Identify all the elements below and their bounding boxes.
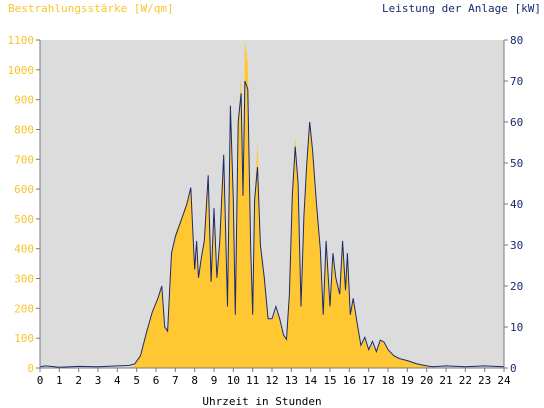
left-axis-title: Bestrahlungsstärke [W/qm] bbox=[8, 2, 174, 15]
x-axis-title: Uhrzeit in Stunden bbox=[202, 395, 321, 408]
x-tick-label: 2 bbox=[75, 374, 82, 387]
x-tick-label: 11 bbox=[246, 374, 259, 387]
x-axis-ticks: 0 1 2 3 4 5 6 7 8 9 10 11 12 13 14 15 16 17 18 19 20 21 22 23 24 bbox=[37, 368, 511, 387]
right-tick-label: 40 bbox=[510, 198, 523, 211]
left-tick-label: 800 bbox=[14, 123, 34, 136]
x-tick-label: 17 bbox=[362, 374, 375, 387]
right-axis-ticks: 0 10 20 30 40 50 60 70 80 bbox=[504, 34, 523, 375]
x-tick-label: 20 bbox=[420, 374, 433, 387]
left-tick-label: 1100 bbox=[8, 34, 35, 47]
right-tick-label: 70 bbox=[510, 75, 523, 88]
right-tick-label: 60 bbox=[510, 116, 523, 129]
power-line bbox=[39, 80, 505, 368]
x-tick-label: 19 bbox=[401, 374, 414, 387]
x-tick-label: 5 bbox=[133, 374, 140, 387]
left-tick-label: 1000 bbox=[8, 64, 35, 77]
left-tick-label: 400 bbox=[14, 243, 34, 256]
left-tick-label: 100 bbox=[14, 332, 34, 345]
x-tick-label: 14 bbox=[304, 374, 318, 387]
x-tick-label: 12 bbox=[265, 374, 278, 387]
left-tick-label: 0 bbox=[27, 362, 34, 375]
x-tick-label: 13 bbox=[285, 374, 298, 387]
plot-area bbox=[40, 40, 504, 368]
x-tick-label: 9 bbox=[211, 374, 218, 387]
right-tick-label: 50 bbox=[510, 157, 523, 170]
right-tick-label: 80 bbox=[510, 34, 523, 47]
x-tick-label: 3 bbox=[95, 374, 102, 387]
x-tick-label: 21 bbox=[439, 374, 452, 387]
left-tick-label: 300 bbox=[14, 273, 34, 286]
x-tick-label: 18 bbox=[381, 374, 394, 387]
right-tick-label: 30 bbox=[510, 239, 523, 252]
right-tick-label: 20 bbox=[510, 280, 523, 293]
right-tick-label: 10 bbox=[510, 321, 523, 334]
x-tick-label: 0 bbox=[37, 374, 44, 387]
left-tick-label: 600 bbox=[14, 183, 34, 196]
x-tick-label: 8 bbox=[191, 374, 198, 387]
x-tick-label: 22 bbox=[459, 374, 472, 387]
right-tick-label: 0 bbox=[510, 362, 517, 375]
x-tick-label: 23 bbox=[478, 374, 491, 387]
right-axis-title: Leistung der Anlage [kW] bbox=[382, 2, 541, 15]
x-tick-label: 16 bbox=[343, 374, 356, 387]
x-tick-label: 10 bbox=[227, 374, 240, 387]
left-tick-label: 700 bbox=[14, 153, 34, 166]
x-tick-label: 1 bbox=[56, 374, 63, 387]
left-tick-label: 900 bbox=[14, 94, 34, 107]
left-tick-label: 200 bbox=[14, 302, 34, 315]
x-tick-label: 6 bbox=[153, 374, 160, 387]
left-axis-ticks: 0 100 200 300 400 500 600 700 800 900 1000 1100 bbox=[8, 34, 40, 375]
x-tick-label: 7 bbox=[172, 374, 179, 387]
x-tick-label: 4 bbox=[114, 374, 121, 387]
left-tick-label: 500 bbox=[14, 213, 34, 226]
x-tick-label: 15 bbox=[323, 374, 336, 387]
x-tick-label: 24 bbox=[497, 374, 511, 387]
